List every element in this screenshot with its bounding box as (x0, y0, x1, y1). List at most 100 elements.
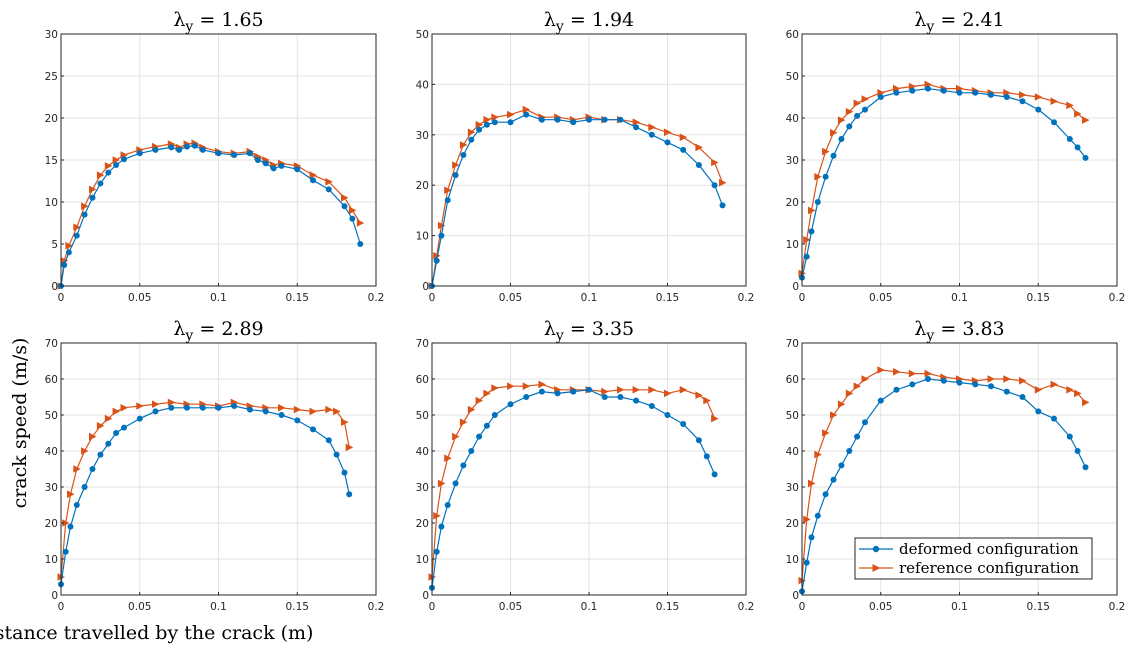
x-tick-label: 0.15 (656, 292, 679, 304)
x-tick-label: 0 (429, 601, 436, 613)
data-point-deformed (1051, 119, 1057, 126)
data-point-reference (837, 116, 846, 124)
data-point-deformed (349, 215, 356, 222)
data-point-deformed (925, 85, 931, 92)
y-tick-label: 20 (786, 197, 799, 209)
data-point-deformed (940, 377, 947, 384)
data-point-reference (309, 407, 317, 416)
data-point-reference (987, 375, 995, 383)
data-point-deformed (483, 121, 490, 128)
data-point-deformed (703, 453, 710, 460)
data-point-deformed (231, 403, 238, 409)
data-point-reference (803, 236, 811, 244)
data-point-reference (648, 386, 656, 394)
data-point-reference (444, 454, 452, 462)
y-tick-label: 30 (45, 29, 58, 41)
data-point-reference (1082, 398, 1090, 407)
y-tick-label: 60 (786, 374, 799, 386)
data-point-deformed (310, 177, 316, 184)
y-tick-label: 30 (416, 482, 429, 494)
x-tick-label: 0.1 (581, 292, 598, 304)
data-point-deformed (648, 131, 655, 138)
data-point-deformed (184, 143, 190, 150)
y-tick-label: 0 (51, 281, 58, 293)
data-point-deformed (877, 94, 884, 100)
y-tick-label: 70 (416, 338, 429, 350)
y-tick-label: 50 (786, 410, 799, 422)
data-point-deformed (168, 144, 175, 151)
data-point-reference (808, 479, 816, 488)
x-tick-label: 0.1 (210, 292, 227, 304)
data-point-deformed (822, 173, 829, 180)
data-point-reference (348, 206, 357, 215)
data-point-deformed (830, 152, 837, 159)
x-tick-label: 0.05 (869, 601, 892, 613)
data-point-deformed (909, 381, 916, 388)
y-tick-label: 50 (786, 71, 799, 83)
data-point-reference (1074, 110, 1082, 118)
y-tick-label: 0 (792, 281, 799, 293)
data-point-reference (309, 171, 317, 179)
data-point-deformed (814, 199, 821, 205)
data-point-deformed (838, 136, 845, 142)
data-point-reference (433, 512, 441, 520)
data-point-deformed (956, 89, 963, 96)
data-point-reference (845, 107, 854, 116)
data-point-deformed (846, 448, 853, 454)
legend-label-reference: reference configuration (899, 559, 1080, 577)
x-tick-label: 0.05 (499, 601, 522, 613)
data-point-reference (325, 178, 333, 186)
series-line-deformed (60, 145, 361, 287)
data-point-reference (711, 414, 719, 423)
x-tick-label: 0.15 (1027, 292, 1050, 304)
data-point-reference (73, 223, 81, 231)
y-tick-label: 0 (792, 590, 799, 602)
y-tick-label: 0 (422, 281, 429, 293)
data-point-deformed (468, 136, 475, 143)
data-point-deformed (664, 139, 671, 146)
data-point-deformed (310, 426, 316, 433)
data-point-reference (1019, 377, 1027, 385)
y-tick-label: 40 (786, 446, 799, 458)
data-point-reference (89, 432, 97, 441)
data-point-deformed (1019, 98, 1026, 105)
y-axis-label: crack speed (m/s) (9, 338, 31, 509)
y-tick-label: 0 (51, 590, 58, 602)
x-tick-label: 0.2 (368, 292, 385, 304)
data-point-reference (522, 382, 531, 390)
subplot-title: λy = 3.83 (914, 318, 1004, 344)
data-point-reference (648, 123, 656, 131)
data-point-reference (1034, 386, 1043, 394)
data-point-deformed (468, 448, 475, 454)
data-point-deformed (325, 437, 332, 444)
y-tick-label: 20 (416, 180, 429, 192)
data-point-deformed (294, 417, 301, 424)
data-point-deformed (586, 386, 592, 393)
data-point-deformed (73, 232, 80, 239)
data-point-deformed (711, 471, 718, 478)
data-point-deformed (262, 408, 269, 415)
series-line-reference (60, 142, 361, 287)
x-tick-label: 0.1 (210, 601, 227, 613)
data-point-reference (293, 405, 302, 414)
data-point-deformed (444, 197, 451, 204)
subplot-title: λy = 2.41 (914, 9, 1004, 35)
data-point-reference (679, 133, 688, 142)
data-point-reference (837, 400, 846, 408)
data-point-deformed (152, 146, 159, 153)
data-point-deformed (113, 162, 120, 168)
data-point-deformed (341, 469, 348, 476)
legend-marker-reference (872, 564, 881, 572)
data-point-reference (89, 185, 97, 194)
data-point-deformed (538, 116, 545, 123)
data-point-deformed (460, 462, 467, 469)
data-point-deformed (89, 466, 96, 472)
data-point-deformed (247, 150, 253, 157)
x-tick-label: 0.15 (286, 292, 309, 304)
data-point-deformed (909, 87, 916, 94)
data-point-deformed (956, 379, 963, 386)
data-point-reference (822, 147, 830, 156)
data-point-deformed (278, 162, 285, 169)
data-point-deformed (972, 381, 979, 388)
data-point-reference (333, 407, 341, 416)
